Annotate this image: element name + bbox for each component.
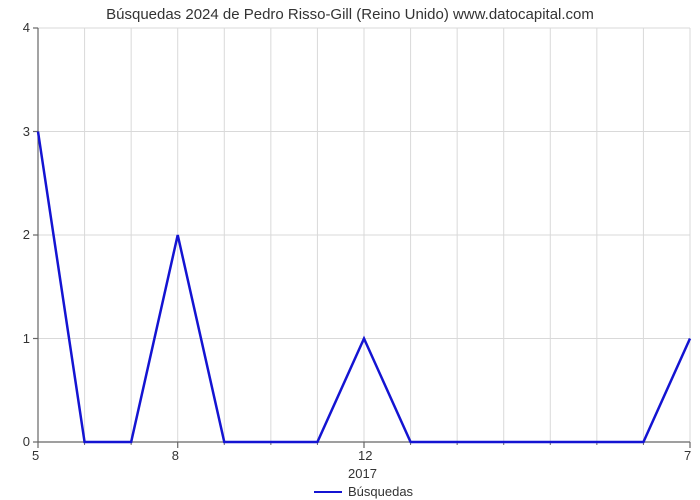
y-tick-label: 3 (23, 124, 30, 139)
x-tick-label: 5 (32, 448, 39, 463)
x-tick-label: 7 (684, 448, 691, 463)
y-tick-label: 4 (23, 20, 30, 35)
y-tick-label: 0 (23, 434, 30, 449)
legend-swatch (314, 491, 342, 493)
chart-plot (38, 28, 690, 442)
chart-title: Búsquedas 2024 de Pedro Risso-Gill (Rein… (0, 6, 700, 23)
x-axis-label: 2017 (348, 466, 377, 481)
y-tick-label: 1 (23, 331, 30, 346)
legend: Búsquedas (314, 484, 413, 499)
chart-container: Búsquedas 2024 de Pedro Risso-Gill (Rein… (0, 0, 700, 500)
x-tick-label: 12 (358, 448, 372, 463)
legend-label: Búsquedas (348, 484, 413, 499)
y-tick-label: 2 (23, 227, 30, 242)
x-tick-label: 8 (172, 448, 179, 463)
